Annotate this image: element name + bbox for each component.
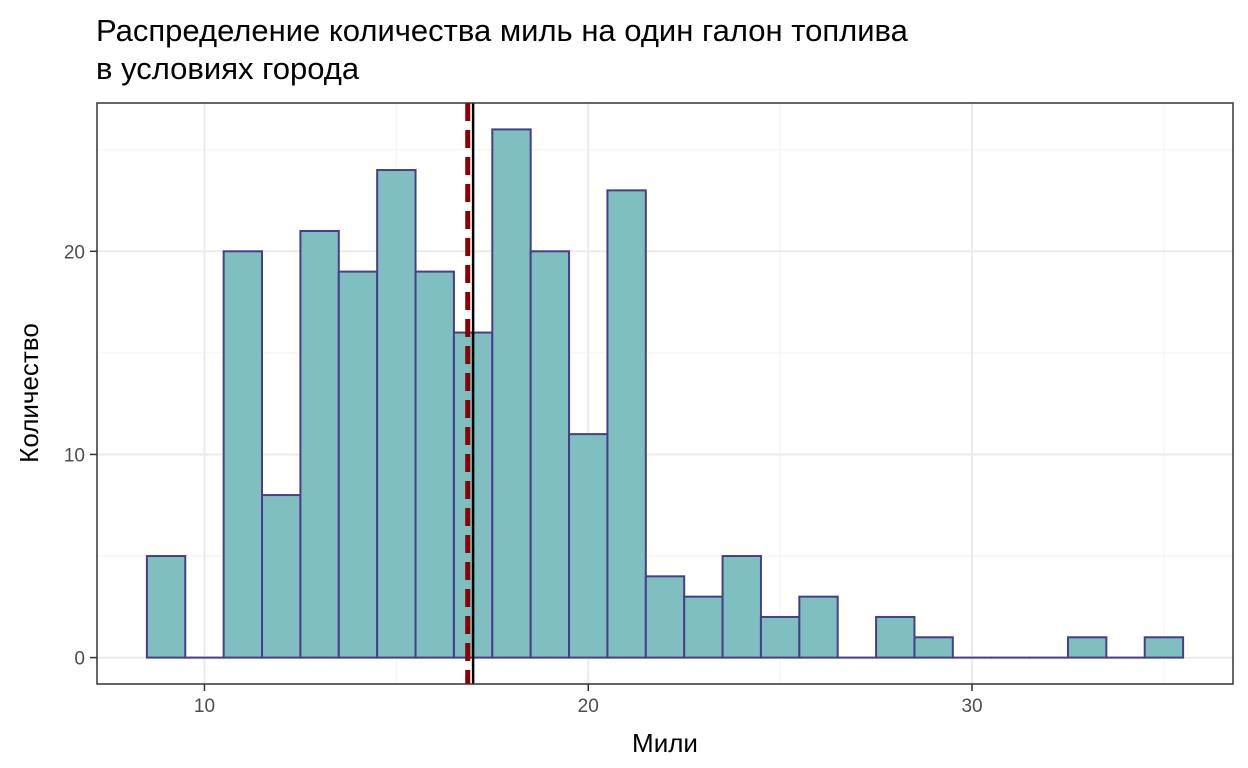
axis-ticks: 10 20 30 0 10 20 — [64, 242, 983, 717]
y-tick-label: 10 — [64, 445, 85, 466]
histogram-bar — [875, 615, 916, 659]
histogram-bar — [568, 433, 609, 659]
x-tick-label: 20 — [578, 696, 599, 717]
y-axis-title: Количество — [14, 323, 44, 463]
histogram-bar — [913, 636, 954, 659]
histogram-bar — [683, 595, 724, 659]
histogram-bar — [414, 270, 455, 659]
histogram-bar — [491, 128, 532, 659]
histogram-bar — [644, 575, 686, 659]
histogram-bar — [759, 615, 801, 659]
histogram-bar — [145, 555, 187, 659]
histogram-bar — [798, 595, 839, 659]
histogram-bars — [145, 128, 1185, 659]
histogram-bar — [721, 555, 762, 659]
histogram-bar — [299, 229, 340, 659]
histogram-bar — [1143, 636, 1185, 659]
x-tick-label: 30 — [961, 696, 982, 717]
reference-lines — [465, 103, 475, 684]
panel-border — [96, 102, 1234, 685]
histogram-bar — [222, 250, 264, 659]
histogram-bar — [261, 494, 302, 659]
x-axis-title: Мили — [632, 728, 698, 758]
x-tick-label: 10 — [194, 696, 215, 717]
histogram-bar — [376, 169, 417, 659]
chart-title: Распределение количества миль на один га… — [96, 13, 908, 86]
histogram-bar — [1066, 636, 1108, 659]
y-tick-label: 20 — [64, 242, 85, 263]
histogram-bar — [606, 189, 647, 659]
histogram-bar — [337, 270, 379, 659]
y-tick-label: 0 — [74, 649, 85, 670]
histogram-bar — [529, 250, 571, 659]
